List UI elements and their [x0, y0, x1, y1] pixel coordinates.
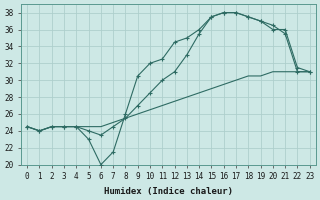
X-axis label: Humidex (Indice chaleur): Humidex (Indice chaleur): [104, 187, 233, 196]
